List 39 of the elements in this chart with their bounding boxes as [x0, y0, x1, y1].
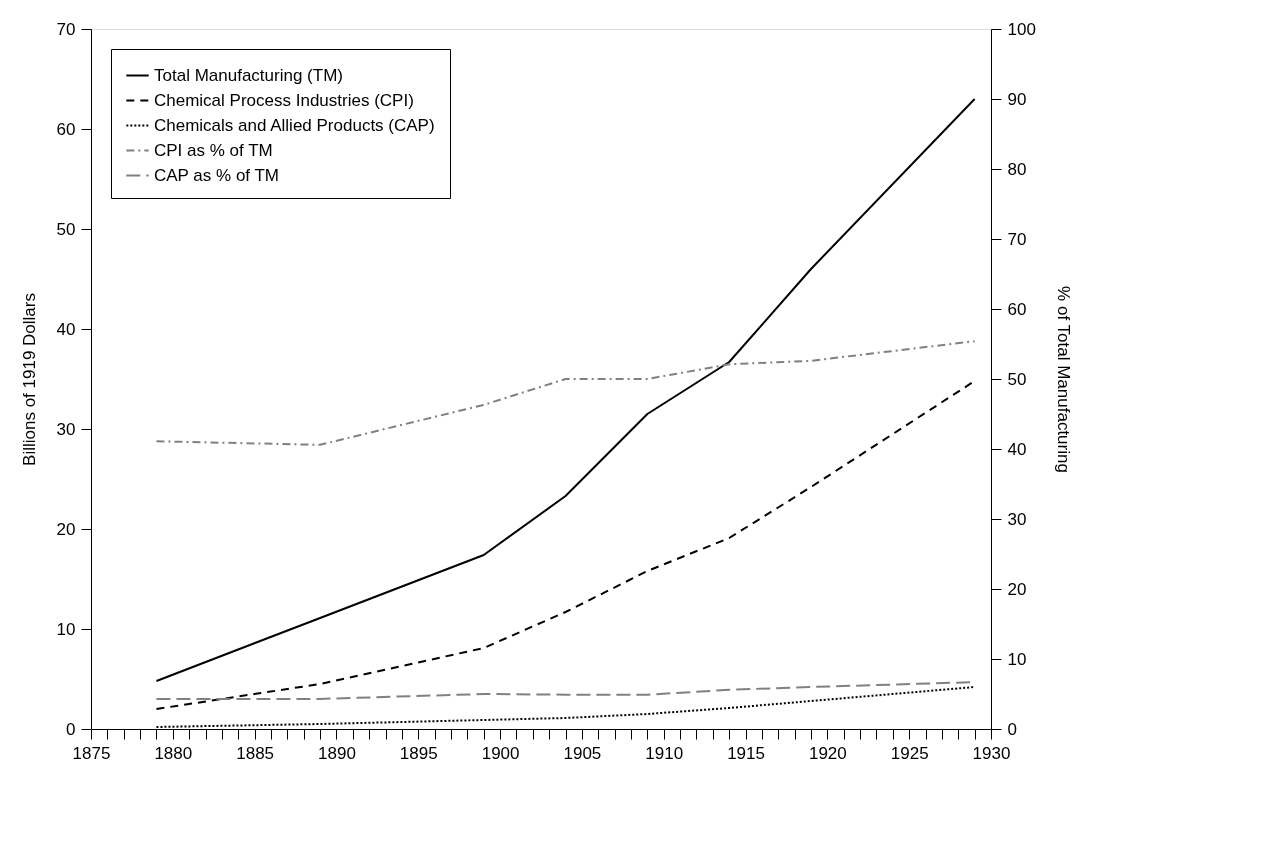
y2-tick-label: 40	[1007, 439, 1027, 459]
y2-tick-label: 70	[1007, 229, 1027, 249]
y-tick-label: 40	[56, 319, 76, 339]
x-tick-label: 1920	[808, 743, 847, 763]
x-tick-label: 1895	[399, 743, 438, 763]
y-tick-label: 0	[66, 719, 76, 739]
y2-tick-label: 60	[1007, 299, 1027, 319]
line-series	[155, 340, 976, 446]
legend-label: CAP as % of TM	[154, 165, 280, 185]
y-tick-label: 70	[56, 19, 76, 39]
x-tick-label: 1900	[481, 743, 520, 763]
y2-tick-label: 100	[1007, 19, 1036, 39]
x-tick-label: 1890	[318, 743, 356, 763]
x-tick-label: 1930	[972, 743, 1011, 763]
y2-tick-label: 90	[1007, 89, 1027, 109]
legend-label: CPI as % of TM	[154, 140, 273, 160]
y2-tick-label: 50	[1007, 369, 1027, 389]
y-axis-title: Billions of 1919 Dollars	[19, 293, 39, 466]
legend-label: Chemical Process Industries (CPI)	[154, 90, 414, 110]
y2-tick-label: 0	[1007, 719, 1017, 739]
y2-tick-label: 10	[1007, 649, 1027, 669]
y-tick-label: 50	[56, 219, 76, 239]
x-tick-label: 1915	[727, 743, 765, 763]
legend-label: Total Manufacturing (TM)	[154, 65, 343, 85]
y-tick-label: 60	[56, 119, 76, 139]
x-tick-label: 1875	[72, 743, 111, 763]
y2-axis-title: % of Total Manufacturing	[1053, 286, 1073, 473]
x-tick-label: 1905	[563, 743, 602, 763]
x-tick-label: 1885	[236, 743, 275, 763]
y-tick-label: 30	[56, 419, 76, 439]
legend-label: Chemicals and Allied Products (CAP)	[154, 115, 435, 135]
x-tick-label: 1910	[645, 743, 684, 763]
x-tick-label: 1880	[154, 743, 193, 763]
y2-tick-label: 20	[1007, 579, 1027, 599]
y2-tick-label: 30	[1007, 509, 1027, 529]
y2-tick-label: 80	[1007, 159, 1027, 179]
y-tick-label: 10	[56, 619, 76, 639]
y-tick-label: 20	[56, 519, 76, 539]
x-tick-label: 1925	[890, 743, 929, 763]
